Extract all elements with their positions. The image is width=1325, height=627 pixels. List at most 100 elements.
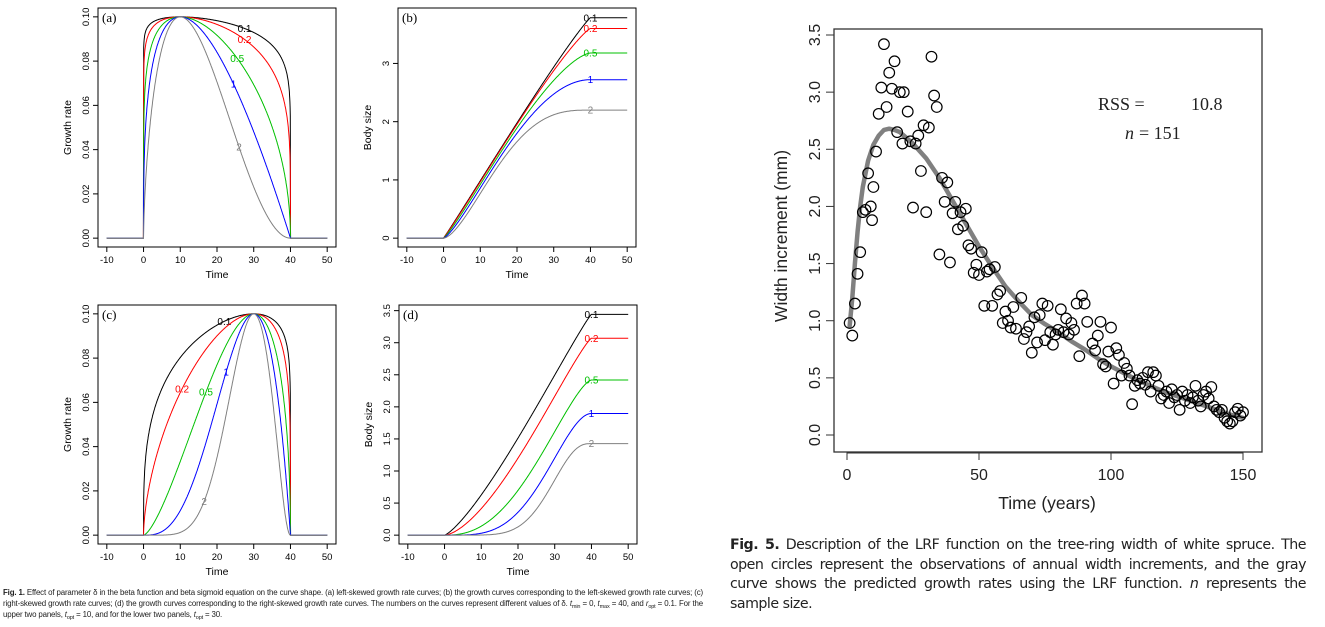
x-tick-label: 50 bbox=[322, 552, 333, 563]
observation-point bbox=[946, 207, 959, 220]
curve-label: 0.2 bbox=[238, 35, 252, 46]
observation-point bbox=[878, 38, 890, 51]
caption-segment: = 0, bbox=[580, 599, 598, 608]
observation-point bbox=[978, 299, 991, 312]
observation-point bbox=[891, 126, 904, 139]
y-tick-label: 0.04 bbox=[81, 140, 92, 159]
panel-a: 0.10.2 0.5 1 2 -10 0 10 20 30 40 50 0.00 0.02 0.04 0.0… bbox=[62, 7, 337, 281]
observation-point bbox=[843, 317, 856, 329]
x-tick-label: 150 bbox=[1230, 467, 1257, 484]
observation-point bbox=[875, 81, 888, 94]
observation-point bbox=[864, 200, 877, 213]
x-tick-label: -10 bbox=[400, 255, 414, 266]
curve-delta-0.5 bbox=[106, 16, 328, 239]
observation-point bbox=[944, 256, 956, 269]
y-tick-label: 0.00 bbox=[81, 526, 92, 545]
x-tick-label: 100 bbox=[1098, 467, 1125, 484]
observation-point bbox=[994, 285, 1007, 297]
observation-point bbox=[1094, 315, 1107, 328]
x-tick-label: 50 bbox=[622, 255, 633, 266]
x-axis-label: Time bbox=[206, 566, 229, 578]
y-tick-label: 3.5 bbox=[382, 304, 393, 317]
fig1-caption-text: Effect of parameter δ in the beta functi… bbox=[3, 588, 703, 621]
subscript: min bbox=[571, 604, 581, 610]
curve-label: 0.5 bbox=[230, 54, 244, 65]
observation-point bbox=[1155, 392, 1168, 405]
curve-label: 0.5 bbox=[199, 387, 213, 398]
y-tick-label: 0.02 bbox=[81, 185, 92, 204]
x-tick-label: -10 bbox=[401, 552, 415, 563]
curve-label: 0.5 bbox=[585, 376, 599, 387]
x-tick-label: 50 bbox=[970, 467, 988, 484]
y-tick-label: 0.00 bbox=[81, 229, 92, 248]
observation-point bbox=[1205, 381, 1218, 393]
x-tick-label: 40 bbox=[586, 552, 597, 563]
curve-label: 1 bbox=[231, 80, 237, 91]
observation-point bbox=[1025, 346, 1038, 359]
curve-delta-1 bbox=[407, 413, 629, 536]
observation-point bbox=[1068, 323, 1080, 336]
observation-point bbox=[965, 242, 977, 255]
y-tick-label: 0.10 bbox=[81, 305, 92, 324]
x-tick-label: 0 bbox=[442, 552, 447, 563]
fig5-caption: Fig. 5. Description of the LRF function … bbox=[730, 536, 1307, 614]
rss-value: 10.8 bbox=[1191, 94, 1223, 114]
y-tick-label: 0.5 bbox=[382, 496, 393, 509]
curve-delta-0.1 bbox=[106, 313, 328, 536]
observation-point bbox=[907, 201, 919, 214]
y-tick-label: 1.0 bbox=[807, 309, 824, 331]
observation-point bbox=[915, 165, 927, 177]
observation-point bbox=[1052, 323, 1065, 336]
observation-point bbox=[897, 86, 910, 99]
observation-point bbox=[1160, 385, 1173, 398]
observation-point bbox=[1120, 362, 1133, 375]
observation-point bbox=[1065, 317, 1078, 329]
observation-point bbox=[922, 121, 935, 134]
observation-point bbox=[849, 297, 861, 310]
math-symbol: t bbox=[64, 610, 67, 619]
x-tick-label: -10 bbox=[100, 255, 114, 266]
y-axis-label: Width increment (mm) bbox=[771, 150, 791, 322]
observation-point bbox=[1091, 329, 1104, 342]
curve-label: 0.2 bbox=[584, 24, 598, 35]
observation-point bbox=[854, 246, 867, 259]
observation-point bbox=[1181, 389, 1194, 401]
observation-point bbox=[1105, 321, 1117, 334]
y-tick-label: 3.5 bbox=[807, 24, 824, 46]
observation-point bbox=[1073, 350, 1086, 363]
observation-point bbox=[928, 89, 941, 102]
x-axis-label: Time bbox=[506, 269, 529, 281]
curve-label: 1 bbox=[588, 75, 594, 86]
subscript: opt bbox=[648, 604, 656, 610]
observation-point bbox=[917, 119, 930, 132]
fig5-n-symbol: n bbox=[1189, 576, 1199, 592]
x-axis-label: Time bbox=[507, 566, 530, 578]
x-tick-label: 10 bbox=[475, 255, 486, 266]
observation-point bbox=[930, 101, 943, 113]
observation-point bbox=[1142, 366, 1154, 379]
observation-point bbox=[1044, 326, 1057, 339]
fig5-caption-text: Description of the LRF function on the t… bbox=[730, 537, 1307, 592]
observation-point bbox=[1223, 417, 1236, 430]
curve-label: 1 bbox=[223, 367, 229, 378]
curve-delta-0.1 bbox=[106, 16, 328, 239]
observation-point bbox=[1097, 358, 1109, 371]
observation-point bbox=[1107, 377, 1120, 390]
x-tick-label: 30 bbox=[248, 255, 259, 266]
panel-fig5: 0 50 100 150 0.0 0.5 1.0 1.5 2.0 2.5 3.0 3.5 Time (y… bbox=[771, 24, 1263, 513]
x-tick-label: 20 bbox=[513, 552, 524, 563]
observation-point bbox=[893, 86, 906, 99]
observation-point bbox=[941, 176, 954, 189]
observation-point bbox=[959, 202, 972, 215]
subscript: max bbox=[599, 604, 610, 610]
panel-label: (a) bbox=[102, 10, 116, 25]
x-tick-label: 30 bbox=[248, 552, 259, 563]
curve-label: 0.2 bbox=[175, 384, 189, 395]
observation-point bbox=[975, 246, 988, 259]
y-tick-label: 3 bbox=[381, 61, 392, 66]
curve-delta-0.5 bbox=[106, 313, 328, 536]
y-tick-label: 3.0 bbox=[807, 81, 824, 103]
observation-point bbox=[901, 105, 914, 118]
observation-point bbox=[1078, 297, 1091, 310]
fig1-label: Fig. 1. bbox=[3, 588, 25, 597]
